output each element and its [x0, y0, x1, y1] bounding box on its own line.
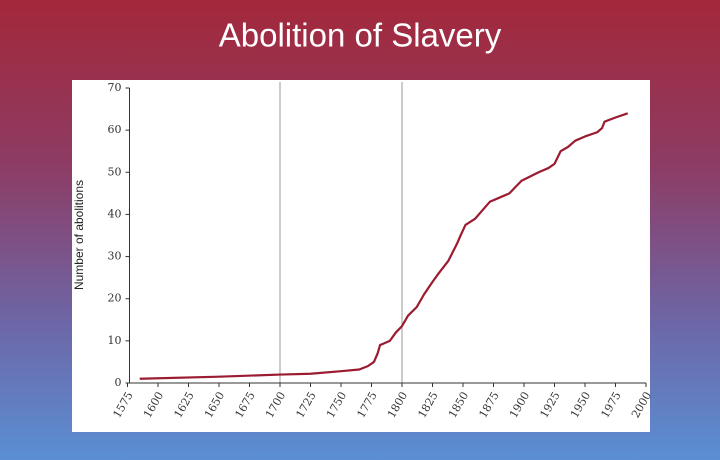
y-tick-label: 50: [108, 165, 122, 178]
y-axis-label: Number of abolitions: [72, 180, 86, 290]
y-tick-label: 40: [108, 207, 122, 220]
data-line: [139, 112, 629, 380]
plot-panel: [72, 80, 650, 432]
y-tick-label: 30: [108, 250, 122, 263]
y-tick-label: 20: [108, 292, 122, 305]
chart-title: Abolition of Slavery: [219, 17, 502, 54]
y-tick-label: 10: [108, 334, 122, 347]
y-tick-label: 70: [108, 81, 122, 94]
y-tick-label: 60: [108, 123, 122, 136]
y-tick-label: 0: [115, 376, 122, 389]
